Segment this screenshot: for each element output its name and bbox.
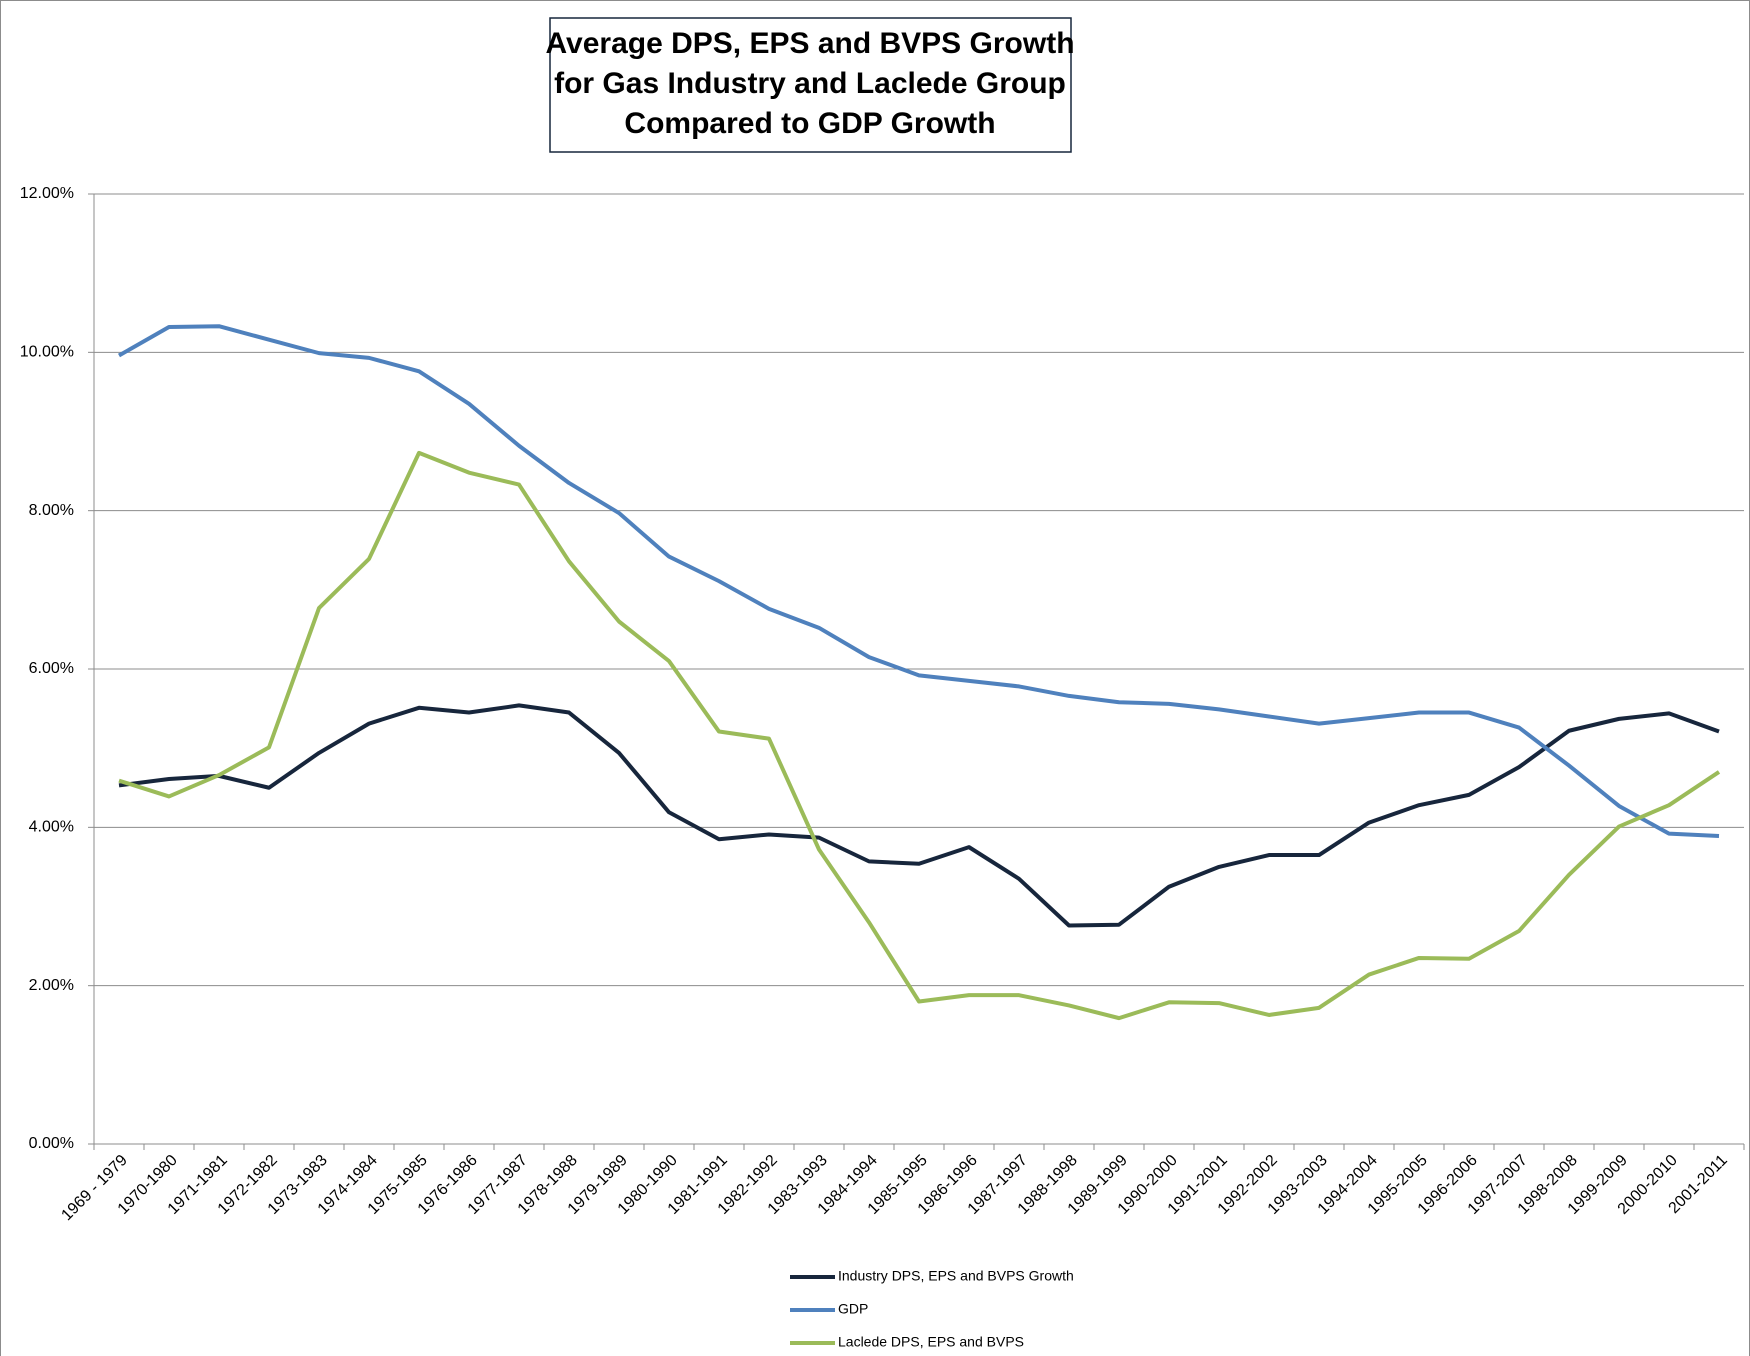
y-tick-label: 2.00% [29, 977, 74, 994]
y-tick-label: 12.00% [20, 185, 74, 202]
legend-label: Industry DPS, EPS and BVPS Growth [838, 1268, 1074, 1284]
y-tick-label: 0.00% [29, 1135, 74, 1152]
y-tick-label: 10.00% [20, 344, 74, 361]
title-box [549, 17, 1072, 153]
chart-title: Average DPS, EPS and BVPS Growth [545, 27, 1074, 60]
series-line [118, 703, 1720, 928]
legend-label: Laclede DPS, EPS and BVPS [838, 1334, 1024, 1350]
chart-title: for Gas Industry and Laclede Group [554, 67, 1066, 100]
chart-title: Compared to GDP Growth [624, 107, 995, 140]
legend-label: GDP [838, 1301, 868, 1317]
series-line [118, 450, 1721, 1021]
series-line [118, 324, 1720, 839]
y-tick-label: 6.00% [29, 660, 74, 677]
y-tick-label: 8.00% [29, 502, 74, 519]
y-tick-label: 4.00% [29, 819, 74, 836]
